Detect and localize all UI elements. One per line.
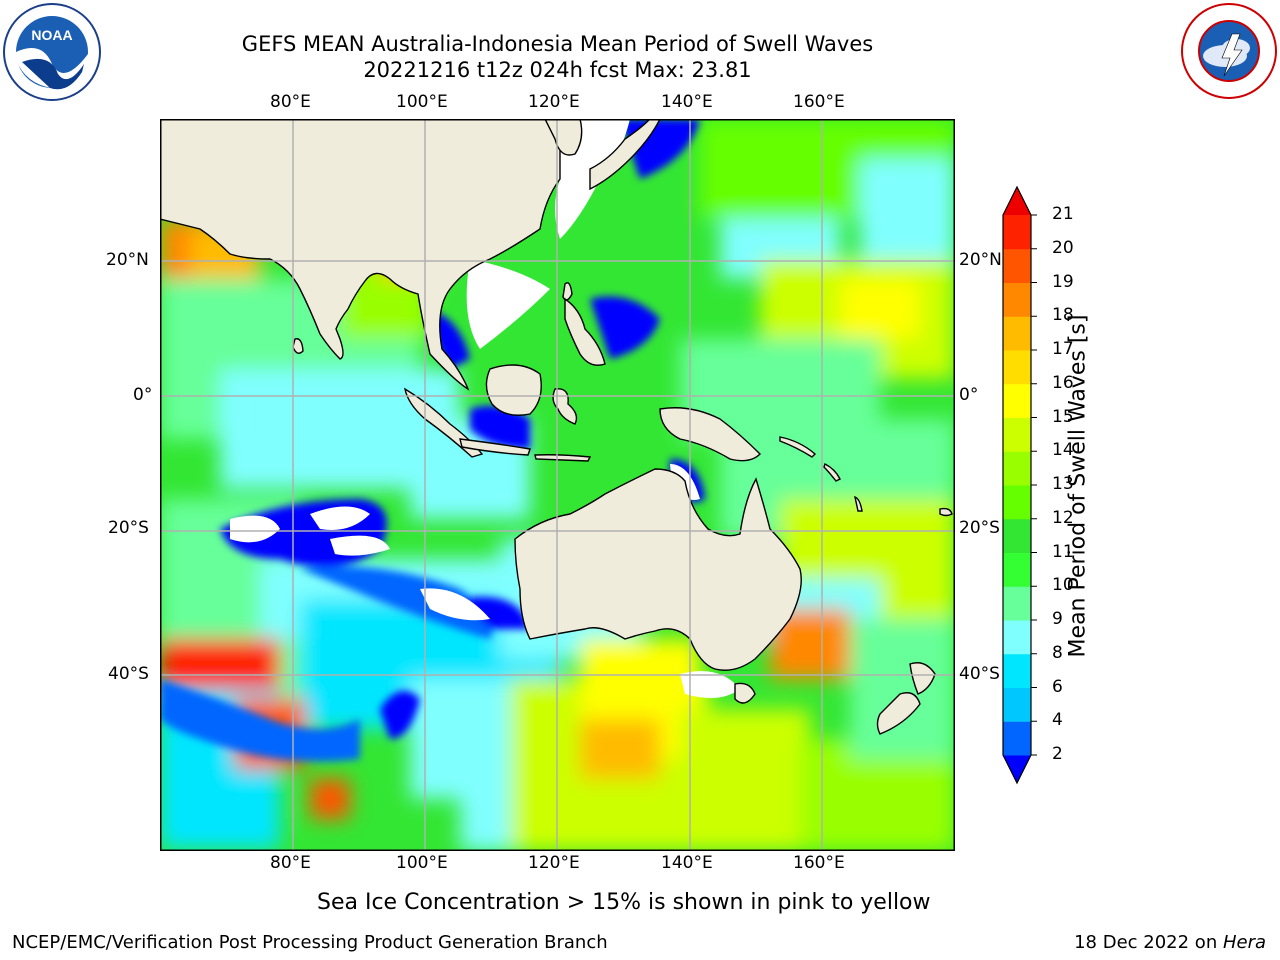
colorbar-extend-max: [1003, 187, 1031, 215]
colorbar-segment: [1003, 417, 1031, 452]
lon-label-bottom: 100°E: [396, 853, 448, 873]
noaa-text: NOAA: [31, 27, 72, 43]
colorbar-tick-label: 17: [1052, 339, 1074, 359]
lat-label-right: 0°: [959, 385, 979, 405]
colorbar: [1000, 185, 1040, 785]
colorbar-tick-label: 2: [1052, 744, 1063, 764]
short-period-areas: [160, 119, 705, 762]
colorbar-tick-label: 18: [1052, 305, 1074, 326]
colorbar-tick-label: 21: [1052, 204, 1074, 224]
lat-label-right: 20°N: [959, 250, 1002, 270]
sea-ice-caption: Sea Ice Concentration > 15% is shown in …: [317, 890, 931, 915]
colorbar-segment: [1003, 687, 1031, 722]
colorbar-tick-label: 19: [1052, 271, 1074, 292]
colorbar-segment: [1003, 451, 1031, 486]
lat-label-right: 40°S: [959, 664, 1000, 684]
lon-label-top: 120°E: [528, 92, 580, 112]
colorbar-segment: [1003, 248, 1031, 283]
map-subtitle: 20221216 t12z 024h fcst Max: 23.81: [363, 58, 752, 82]
colorbar-segment: [1003, 518, 1031, 553]
missing-data-areas: [230, 119, 740, 698]
map-title: GEFS MEAN Australia-Indonesia Mean Perio…: [241, 32, 874, 56]
lat-label-left: 40°S: [108, 664, 149, 684]
lon-label-bottom: 160°E: [793, 853, 845, 873]
colorbar-tick-label: 14: [1052, 440, 1074, 461]
colorbar-segment: [1003, 586, 1031, 621]
map-panel: [160, 119, 955, 851]
nws-logo: [1180, 2, 1278, 100]
colorbar-ticks: 2 4 6 8 9 10 11 12 13 14 15 16 17 18 19 20 21: [1042, 185, 1102, 785]
colorbar-segment: [1003, 350, 1031, 385]
colorbar-segment: [1003, 282, 1031, 317]
colorbar-tick-label: 9: [1052, 609, 1063, 629]
lat-label-left: 20°S: [108, 518, 149, 538]
colorbar-label: Mean Period of Swell Waves [s]: [1065, 314, 1091, 658]
colorbar-segment: [1003, 552, 1031, 587]
colorbar-segment: [1003, 316, 1031, 351]
lon-label-bottom: 80°E: [270, 853, 311, 873]
colorbar-tick-label: 8: [1052, 642, 1063, 663]
lon-label-bottom: 120°E: [528, 853, 580, 873]
noaa-logo: NOAA: [2, 2, 102, 102]
map-frame: [160, 119, 955, 851]
colorbar-tick-label: 20: [1052, 237, 1074, 258]
colorbar-segment: [1003, 653, 1031, 688]
colorbar-extend-min: [1003, 755, 1031, 783]
colorbar-segment: [1003, 620, 1031, 655]
lon-label-top: 100°E: [396, 92, 448, 112]
colorbar-tick-label: 13: [1052, 474, 1074, 494]
footer-left: NCEP/EMC/Verification Post Processing Pr…: [12, 932, 608, 953]
colorbar-segment: [1003, 721, 1031, 756]
footer-date: 18 Dec 2022 on: [1074, 932, 1223, 953]
lat-label-right: 20°S: [959, 518, 1000, 538]
colorbar-segment: [1003, 383, 1031, 418]
colorbar-tick-label: 16: [1052, 372, 1074, 393]
land-masses: [160, 119, 953, 735]
colorbar-segment: [1003, 485, 1031, 520]
lon-label-top: 140°E: [661, 92, 713, 112]
swell-period-map: [160, 119, 955, 851]
lon-label-bottom: 140°E: [661, 853, 713, 873]
colorbar-tick-label: 11: [1052, 541, 1074, 562]
lon-label-top: 80°E: [270, 92, 311, 112]
footer-host: Hera: [1222, 932, 1266, 953]
colorbar-tick-label: 10: [1052, 575, 1074, 596]
colorbar-tick-label: 15: [1052, 406, 1074, 427]
graticule: [160, 119, 955, 851]
colorbar-tick-label: 4: [1052, 710, 1063, 731]
footer-right: 18 Dec 2022 on Hera: [1074, 932, 1266, 953]
colorbar-tick-label: 6: [1052, 676, 1063, 697]
colorbar-segment: [1003, 215, 1031, 250]
lat-label-left: 20°N: [106, 250, 149, 270]
lat-label-left: 0°: [133, 385, 153, 405]
lon-label-top: 160°E: [793, 92, 845, 112]
colorbar-graphic: [1002, 185, 1037, 785]
colorbar-tick-label: 12: [1052, 507, 1074, 528]
